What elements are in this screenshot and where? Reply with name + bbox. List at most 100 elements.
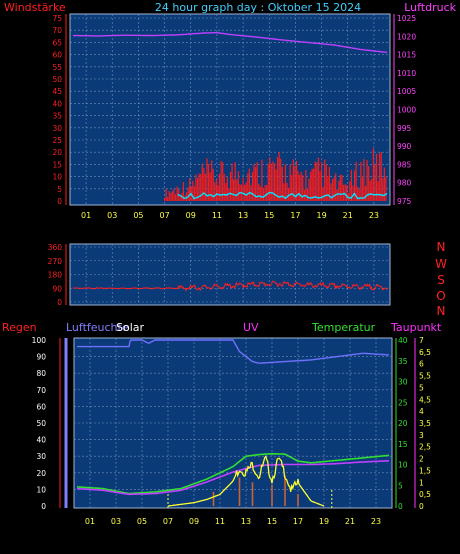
wind-direction-line [72, 280, 388, 292]
humidity-tick-label: 50 [36, 419, 46, 428]
uv-tick-label: 7 [419, 336, 424, 345]
x-tick-label: 07 [159, 211, 169, 220]
y-tick-label: 15 [52, 160, 62, 169]
direction-letter-o: O [436, 289, 445, 303]
x-tick-label: 19 [316, 211, 326, 220]
humidity-tick-label: 90 [36, 353, 46, 362]
uv-tick-label: 2 [419, 455, 424, 464]
wind-direction-marks [72, 280, 388, 292]
uv-tick-label: 0 [419, 502, 424, 511]
y-tick-label: 270 [48, 257, 63, 266]
y2-tick-label: 1020 [397, 32, 416, 41]
x-tick-label: 03 [111, 517, 121, 526]
uv-tick-label: 3,5 [419, 419, 431, 428]
y-tick-label: 65 [52, 38, 62, 47]
y2-tick-label: 980 [397, 179, 412, 188]
climate-panel [73, 337, 393, 509]
x-tick-label: 21 [345, 517, 355, 526]
y-tick-label: 20 [52, 148, 62, 157]
y-tick-label: 25 [52, 136, 62, 145]
direction-letter-n-top: N [437, 240, 446, 254]
y2-tick-label: 1005 [397, 87, 416, 96]
y-tick-label: 360 [48, 243, 63, 252]
y-tick-label: 55 [52, 63, 62, 72]
uv-tick-label: 4,5 [419, 395, 431, 404]
pressure-line [73, 32, 388, 54]
x-tick-label: 09 [186, 211, 196, 220]
x-tick-label: 13 [241, 517, 251, 526]
temperature-tick-label: 30 [398, 378, 408, 387]
climate-marks [76, 339, 390, 507]
chart-title: 24 hour graph day : Oktober 15 2024 [155, 1, 361, 14]
x-tick-label: 05 [133, 211, 143, 220]
x-tick-label: 01 [81, 211, 91, 220]
uv-tick-label: 5,5 [419, 372, 431, 381]
uv-tick-label: 4 [419, 407, 424, 416]
y-tick-label: 75 [52, 14, 62, 23]
x-tick-label: 15 [267, 517, 277, 526]
y2-tick-label: 1000 [397, 106, 416, 115]
uv-tick-label: 5 [419, 383, 424, 392]
y-tick-label: 50 [52, 75, 62, 84]
y-tick-label: 5 [57, 185, 62, 194]
right-axis-title: Luftdruck [404, 1, 456, 14]
solar-line [167, 455, 325, 507]
y2-tick-label: 975 [397, 197, 412, 206]
y2-tick-label: 990 [397, 142, 412, 151]
uv-tick-label: 1,5 [419, 466, 431, 475]
y-tick-label: 35 [52, 112, 62, 121]
x-tick-label: 17 [290, 211, 300, 220]
x-tick-label: 21 [343, 211, 353, 220]
y2-tick-label: 995 [397, 124, 412, 133]
y2-tick-label: 1010 [397, 69, 416, 78]
humidity-tick-label: 100 [32, 336, 47, 345]
uv-tick-label: 6,5 [419, 348, 431, 357]
temperature-tick-label: 35 [398, 357, 408, 366]
temperature-tick-label: 5 [398, 481, 403, 490]
legend-solar: Solar [116, 321, 145, 334]
y-tick-label: 45 [52, 87, 62, 96]
x-tick-label: 05 [137, 517, 147, 526]
humidity-line [77, 339, 389, 364]
uv-tick-label: 1 [419, 478, 424, 487]
x-tick-label: 11 [215, 517, 225, 526]
wind-gust-line [177, 191, 388, 200]
y-tick-label: 30 [52, 124, 62, 133]
humidity-tick-label: 40 [36, 436, 46, 445]
humidity-tick-label: 20 [36, 469, 46, 478]
y-tick-label: 60 [52, 51, 62, 60]
temperature-tick-label: 25 [398, 398, 408, 407]
temperature-tick-label: 20 [398, 419, 408, 428]
y-tick-label: 90 [52, 284, 62, 293]
x-tick-label: 19 [319, 517, 329, 526]
y-tick-label: 40 [52, 99, 62, 108]
direction-letter-w: W [435, 257, 447, 271]
legend-temperature: Temperatur [311, 321, 376, 334]
direction-letter-s: S [437, 273, 445, 287]
x-tick-label: 07 [163, 517, 173, 526]
temperature-tick-label: 10 [398, 461, 408, 470]
y-tick-label: 10 [52, 173, 62, 182]
x-tick-label: 23 [369, 211, 379, 220]
uv-tick-label: 0,5 [419, 490, 431, 499]
x-tick-label: 03 [107, 211, 117, 220]
x-tick-label: 13 [238, 211, 248, 220]
wind-pressure-grid: 0510152025303540455055606570759759809859… [52, 14, 416, 220]
legend-dewpoint: Taupunkt [390, 321, 442, 334]
y-tick-label: 70 [52, 26, 62, 35]
x-tick-label: 15 [264, 211, 274, 220]
legend-humidity: Luftfeuchte [66, 321, 129, 334]
humidity-tick-label: 80 [36, 369, 46, 378]
y-tick-label: 0 [57, 298, 62, 307]
uv-tick-label: 6 [419, 360, 424, 369]
legend-uv: UV [243, 321, 259, 334]
left-axis-title: Windstärke [4, 1, 66, 14]
x-tick-label: 11 [212, 211, 222, 220]
y-tick-label: 180 [48, 271, 63, 280]
y2-tick-label: 1015 [397, 51, 416, 60]
uv-tick-label: 2,5 [419, 443, 431, 452]
dewpoint-line [76, 460, 389, 496]
humidity-tick-label: 70 [36, 386, 46, 395]
temperature-tick-label: 15 [398, 440, 408, 449]
x-tick-label: 01 [85, 517, 95, 526]
